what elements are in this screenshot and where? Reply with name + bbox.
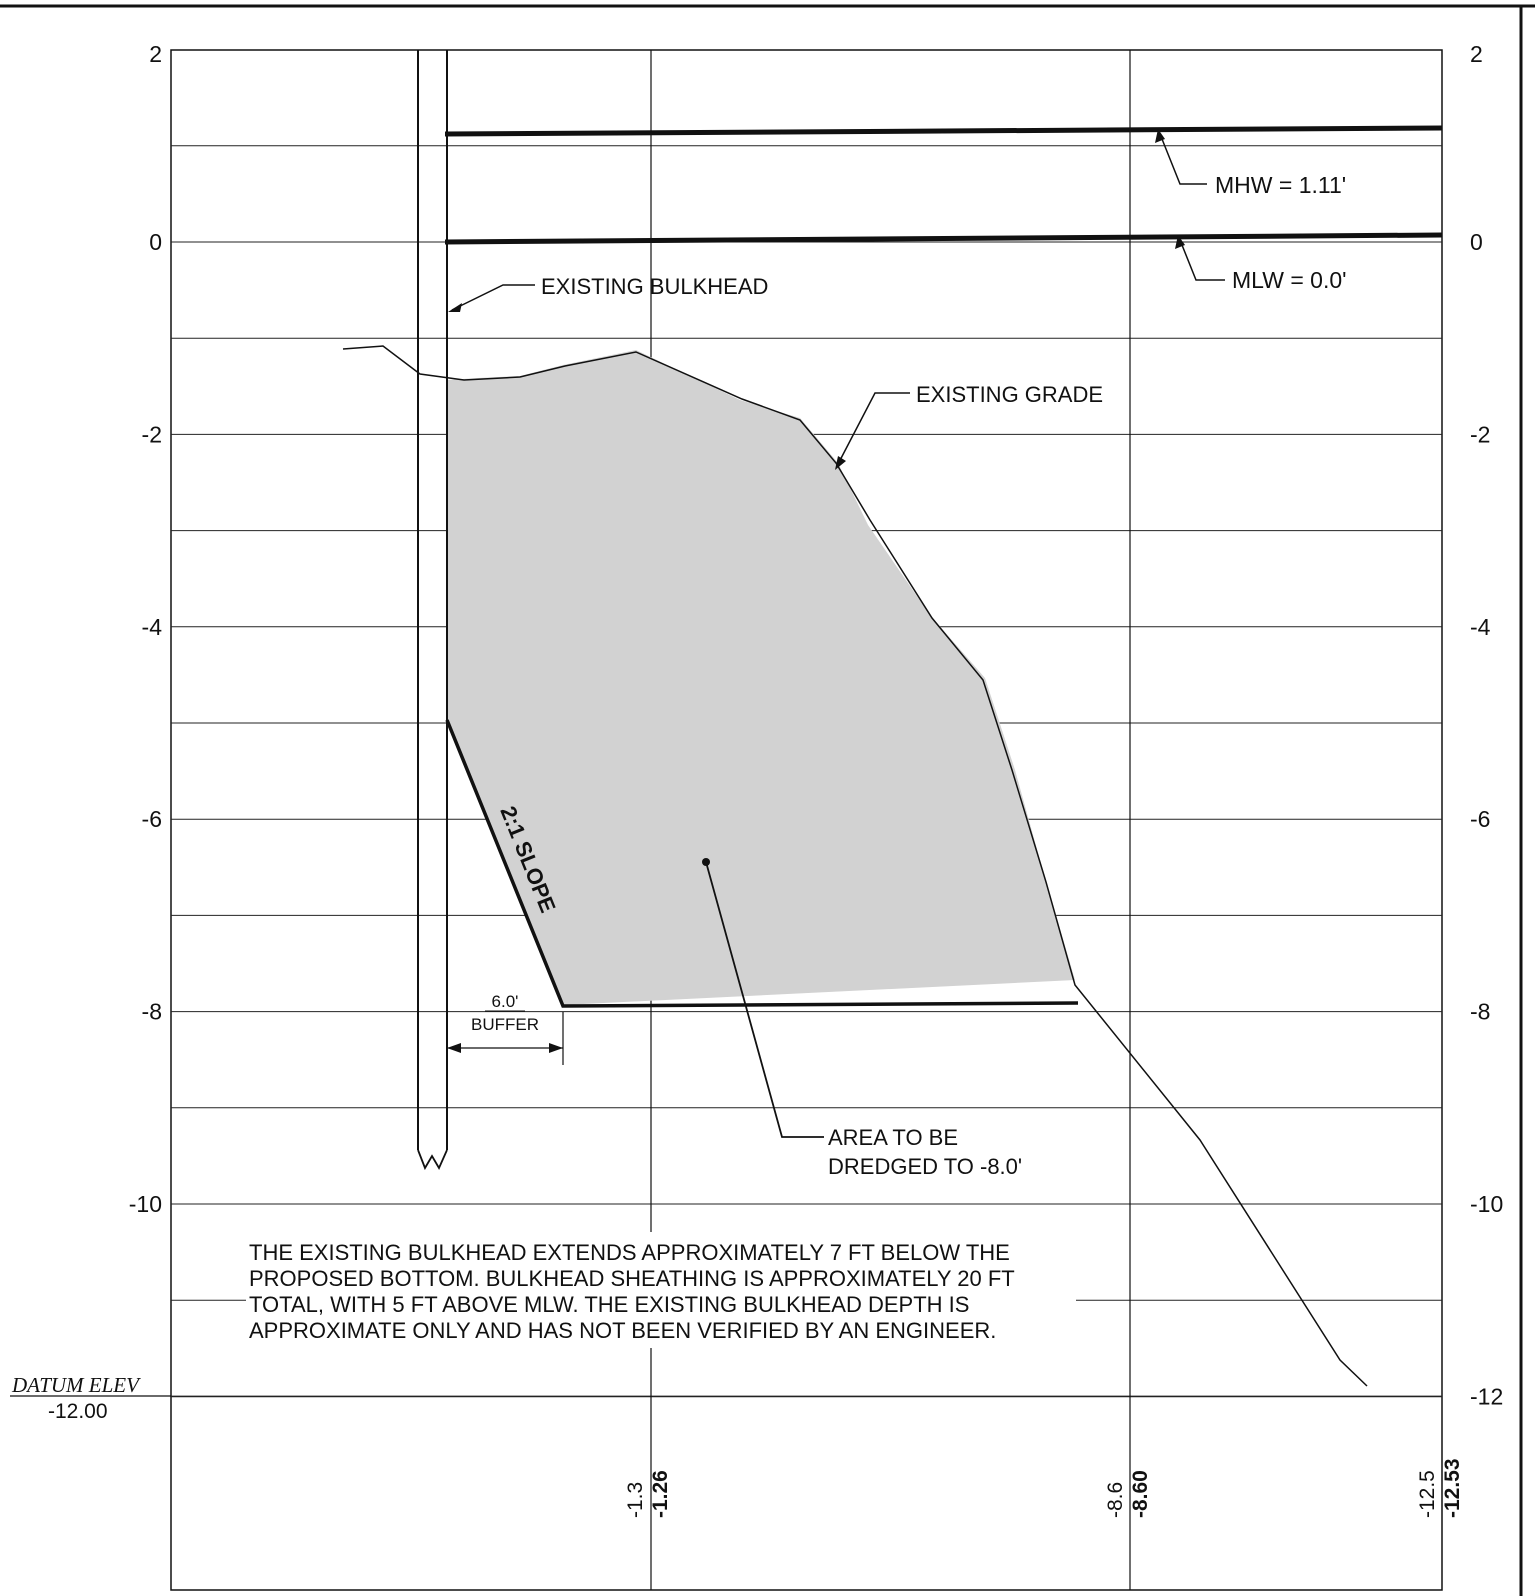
mlw-line — [444, 232, 1443, 245]
elevation-tick-label: -10 — [129, 1191, 162, 1217]
elevation-tick-label: 2 — [1470, 41, 1483, 67]
mlw-label: MLW = 0.0' — [1232, 267, 1347, 293]
plot-frame — [170, 49, 1443, 1591]
station-upper: -8.6 — [1104, 1482, 1127, 1518]
dredge-label-line1: AREA TO BE — [828, 1125, 958, 1150]
datum-value: -12.00 — [48, 1400, 108, 1423]
elevation-tick-label: 0 — [1470, 229, 1483, 255]
elevation-tick-label: -2 — [1470, 421, 1490, 447]
elevation-gridlines — [171, 145, 1442, 1398]
station-labels: -1.3 -1.26 -8.6 -8.60 -12.5 -12.53 — [624, 1458, 1464, 1518]
elevation-tick-label: -6 — [142, 806, 162, 832]
existing-grade-line — [342, 345, 1368, 1387]
station-upper: -12.5 — [1416, 1470, 1439, 1518]
proposed-dredge-template — [445, 719, 1079, 1008]
station-upper: -1.3 — [624, 1482, 647, 1518]
dredge-label-line2: DREDGED TO -8.0' — [828, 1154, 1022, 1179]
note-line: APPROXIMATE ONLY AND HAS NOT BEEN VERIFI… — [249, 1318, 996, 1343]
left-elevation-axis: 2 0 -2 -4 -6 -8 -10 — [129, 41, 162, 1217]
elevation-tick-label: -12 — [1470, 1383, 1503, 1409]
bulkhead-note: THE EXISTING BULKHEAD EXTENDS APPROXIMAT… — [246, 1232, 1076, 1348]
dredge-callout: AREA TO BE DREDGED TO -8.0' — [702, 858, 1022, 1179]
station-lower: -8.60 — [1129, 1470, 1152, 1518]
bulkhead-callout: EXISTING BULKHEAD — [448, 274, 768, 312]
elevation-tick-label: -4 — [142, 614, 163, 640]
elevation-tick-label: -8 — [1470, 999, 1490, 1025]
mhw-line — [444, 125, 1443, 137]
datum-block: DATUM ELEV -12.00 — [10, 1373, 171, 1423]
grade-callout: EXISTING GRADE — [835, 382, 1103, 470]
bulkhead-label: EXISTING BULKHEAD — [541, 274, 768, 299]
elevation-tick-label: 0 — [149, 229, 162, 255]
elevation-tick-label: -2 — [142, 421, 162, 447]
mhw-label: MHW = 1.11' — [1215, 172, 1346, 198]
station-lower: -1.26 — [649, 1470, 672, 1518]
buffer-value: 6.0' — [492, 992, 519, 1011]
buffer-label: BUFFER — [471, 1015, 539, 1034]
existing-bulkhead — [417, 50, 448, 1171]
note-line: PROPOSED BOTTOM. BULKHEAD SHEATHING IS A… — [249, 1266, 1015, 1291]
station-lower: -12.53 — [1441, 1458, 1464, 1518]
elevation-tick-label: -10 — [1470, 1191, 1503, 1217]
elevation-tick-label: 2 — [149, 41, 162, 67]
dredge-area — [447, 350, 1075, 1005]
sheet-frame — [0, 4, 1535, 1596]
right-elevation-axis: 2 0 -2 -4 -6 -8 -10 -12 — [1470, 41, 1503, 1409]
grade-label: EXISTING GRADE — [916, 382, 1103, 407]
note-line: THE EXISTING BULKHEAD EXTENDS APPROXIMAT… — [249, 1240, 1010, 1265]
mlw-callout: MLW = 0.0' — [1175, 235, 1347, 293]
elevation-tick-label: -8 — [142, 999, 162, 1025]
elevation-tick-label: -4 — [1470, 614, 1491, 640]
mhw-callout: MHW = 1.11' — [1155, 129, 1346, 198]
buffer-dimension: 6.0' BUFFER — [446, 992, 564, 1065]
note-line: TOTAL, WITH 5 FT ABOVE MLW. THE EXISTING… — [249, 1292, 969, 1317]
datum-label: DATUM ELEV — [11, 1373, 141, 1397]
elevation-tick-label: -6 — [1470, 806, 1490, 832]
